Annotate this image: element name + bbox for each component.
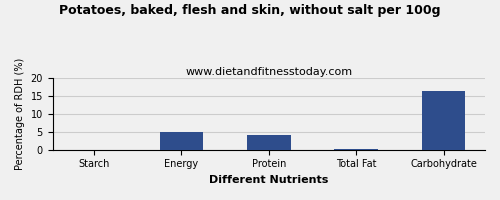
Title: www.dietandfitnesstoday.com: www.dietandfitnesstoday.com bbox=[186, 67, 352, 77]
Bar bbox=[160, 132, 204, 150]
Bar bbox=[334, 149, 378, 150]
Bar bbox=[247, 135, 290, 150]
Y-axis label: Percentage of RDH (%): Percentage of RDH (%) bbox=[15, 58, 25, 170]
Bar bbox=[422, 91, 466, 150]
Text: Potatoes, baked, flesh and skin, without salt per 100g: Potatoes, baked, flesh and skin, without… bbox=[60, 4, 441, 17]
X-axis label: Different Nutrients: Different Nutrients bbox=[209, 175, 328, 185]
